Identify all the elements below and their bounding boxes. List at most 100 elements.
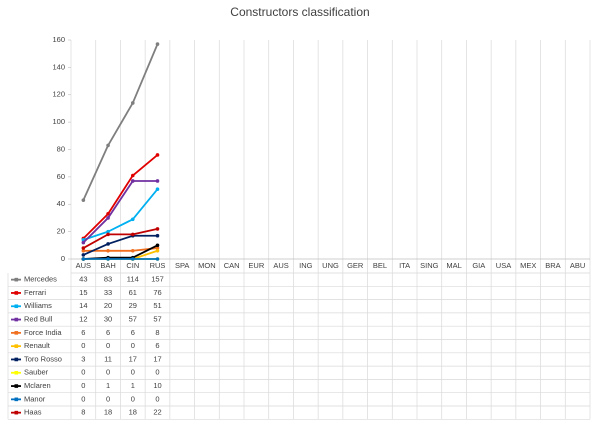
table-value: 14 [79, 301, 87, 310]
series-line [83, 188, 159, 241]
legend-label: Williams [24, 301, 52, 310]
legend-label: Mercedes [24, 275, 57, 284]
point [106, 248, 110, 253]
table-value: 0 [81, 394, 85, 403]
y-tick-label: 100 [52, 117, 65, 126]
table-value: 61 [129, 288, 137, 297]
table-value: 20 [104, 301, 112, 310]
point [81, 246, 86, 250]
table-value: 30 [104, 315, 112, 324]
table-value: 29 [129, 301, 137, 310]
table-value: 57 [153, 315, 161, 324]
legend-label: Red Bull [24, 315, 53, 324]
point [106, 232, 110, 237]
point [155, 246, 160, 250]
legend-label: Mclaren [24, 381, 51, 390]
table-value: 18 [129, 408, 137, 417]
table-value: 0 [106, 394, 110, 403]
point [130, 257, 135, 261]
table-value: 1 [106, 381, 110, 390]
x-tick-label: AUS [76, 261, 91, 270]
legend-key-marker [14, 344, 19, 348]
x-tick-label: MAL [446, 261, 461, 270]
table-value: 0 [131, 394, 135, 403]
x-tick-label: GER [347, 261, 364, 270]
legend-label: Haas [24, 408, 42, 417]
legend-label: Sauber [24, 368, 49, 377]
table-value: 57 [129, 315, 137, 324]
table-value: 0 [155, 368, 159, 377]
point [130, 101, 135, 105]
point [106, 257, 110, 261]
y-tick-label: 80 [57, 144, 65, 153]
x-tick-label: EUR [248, 261, 264, 270]
point [106, 229, 110, 234]
x-tick-label: BAH [100, 261, 115, 270]
table-value: 83 [104, 275, 112, 284]
table-value: 157 [151, 275, 164, 284]
legend-label: Ferrari [24, 288, 46, 297]
x-tick-label: CAN [224, 261, 240, 270]
point [106, 143, 110, 148]
point [155, 227, 160, 231]
table-value: 0 [106, 368, 110, 377]
table-value: 1 [131, 381, 135, 390]
point [130, 232, 135, 237]
x-tick-label: BRA [545, 261, 560, 270]
point [155, 153, 160, 157]
table-value: 17 [153, 354, 161, 363]
x-tick-label: CIN [126, 261, 139, 270]
table-value: 6 [131, 328, 135, 337]
x-tick-label: ING [299, 261, 313, 270]
table-value: 0 [131, 341, 135, 350]
point [81, 257, 86, 261]
chart-title: Constructors classification [230, 5, 369, 19]
table-value: 0 [81, 381, 85, 390]
table-value: 114 [127, 275, 139, 284]
table-value: 43 [79, 275, 87, 284]
x-tick-label: MON [198, 261, 216, 270]
legend-key-marker [14, 331, 19, 335]
point [155, 187, 160, 191]
point [106, 212, 110, 216]
point [155, 42, 160, 46]
x-tick-label: GIA [472, 261, 485, 270]
point [155, 257, 160, 261]
table-value: 0 [81, 368, 85, 377]
point [155, 233, 160, 238]
point [155, 243, 160, 248]
table-value: 0 [106, 341, 110, 350]
table-value: 6 [106, 328, 110, 337]
point [130, 248, 135, 253]
legend-key-marker [14, 291, 19, 295]
point [130, 179, 135, 183]
legend-label: Renault [24, 341, 51, 350]
table-value: 10 [153, 381, 161, 390]
table-value: 33 [104, 288, 112, 297]
x-tick-label: ABU [570, 261, 585, 270]
point [81, 248, 86, 253]
y-tick-label: 0 [61, 254, 65, 263]
table-value: 11 [104, 354, 112, 363]
series-line [83, 247, 158, 252]
table-value: 6 [81, 328, 85, 337]
table-value: 8 [81, 408, 85, 417]
x-tick-label: SING [420, 261, 439, 270]
legend-key-marker [14, 397, 19, 402]
series-line [82, 234, 158, 256]
x-tick-label: BEL [373, 261, 387, 270]
table-value: 8 [155, 328, 159, 337]
x-tick-label: RUS [150, 261, 166, 270]
table-value: 22 [153, 408, 161, 417]
x-tick-label: ITA [399, 261, 410, 270]
legend-label: Force India [24, 328, 62, 337]
table-value: 15 [79, 288, 87, 297]
y-tick-label: 60 [57, 172, 65, 181]
y-tick-label: 140 [52, 62, 65, 71]
series-line [82, 43, 159, 201]
point [130, 173, 135, 178]
legend-key-marker [14, 357, 19, 362]
x-tick-label: AUS [273, 261, 288, 270]
